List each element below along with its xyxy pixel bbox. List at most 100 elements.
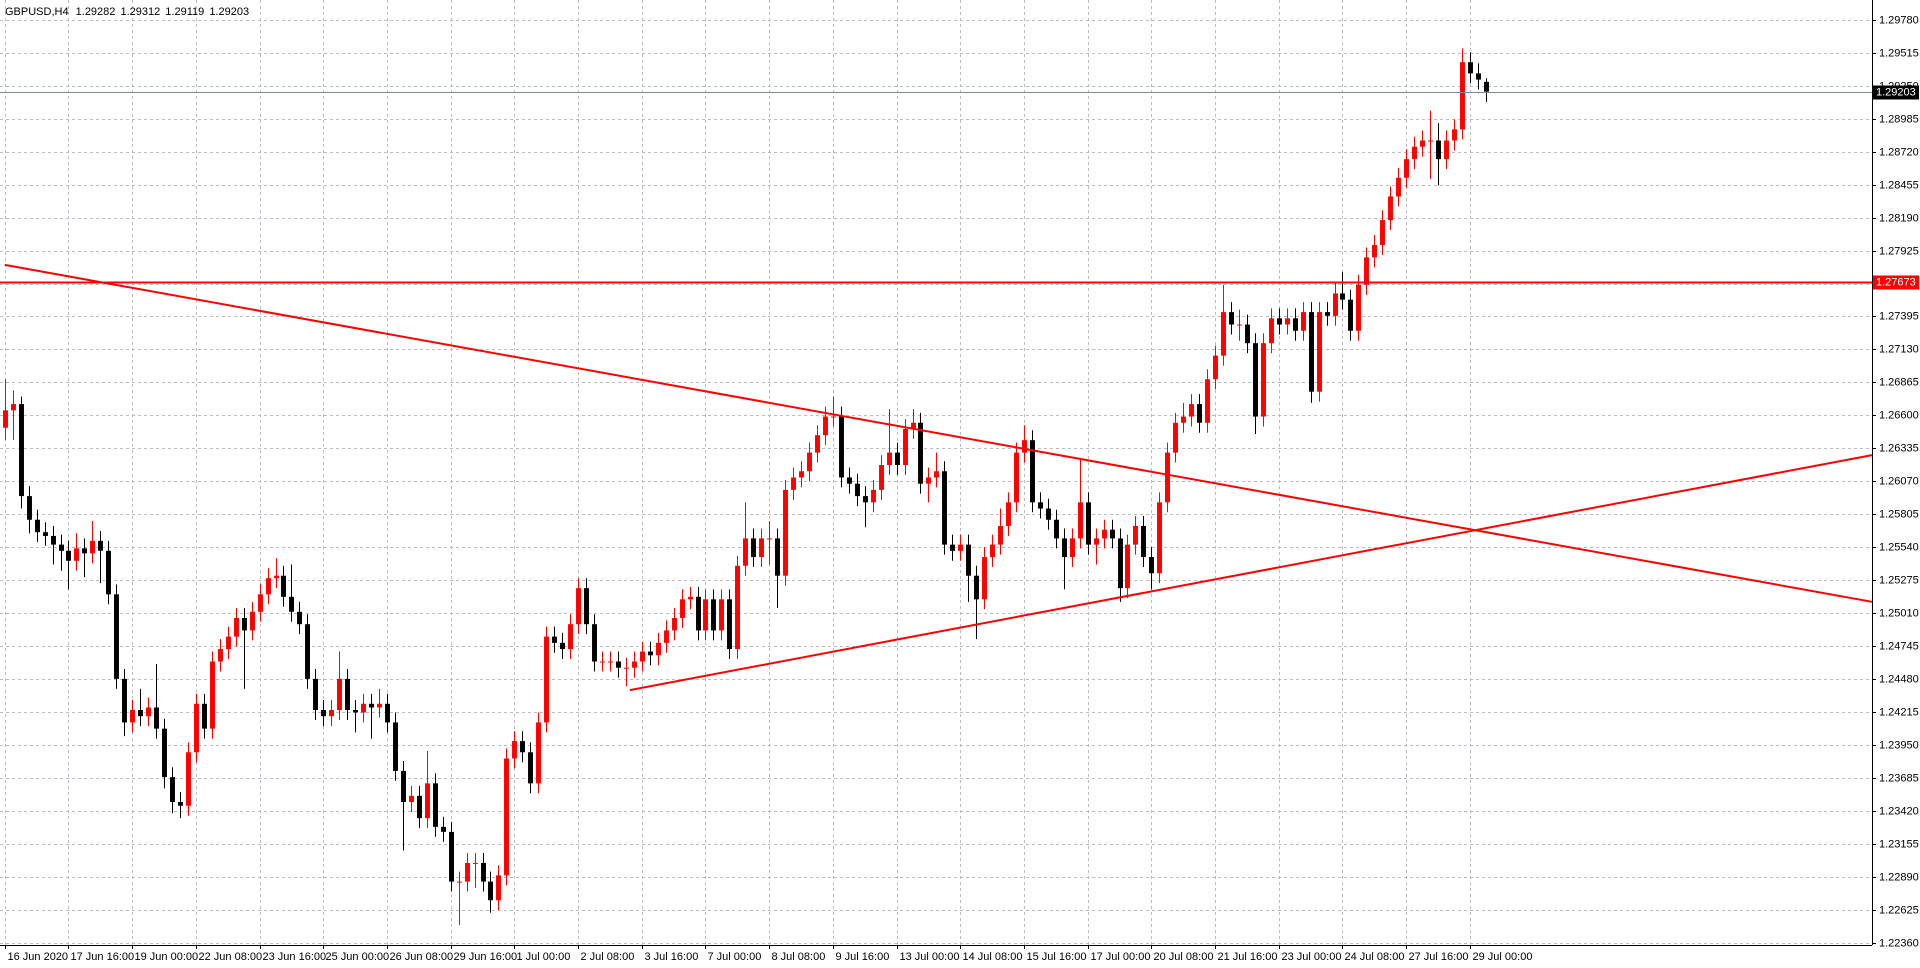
candle-body: [982, 557, 987, 600]
candle-body: [473, 862, 478, 864]
candle-body: [664, 630, 669, 643]
candle-body: [1277, 318, 1282, 325]
candle-body: [576, 588, 581, 625]
current-price-label: 1.29203: [1876, 86, 1916, 98]
x-tick-label: 15 Jul 16:00: [1027, 951, 1087, 963]
candle-body: [202, 703, 207, 729]
candle-body: [1173, 422, 1178, 453]
candle-body: [1125, 544, 1130, 589]
y-tick-label: 1.22360: [1879, 937, 1919, 949]
candle-body: [926, 477, 931, 484]
candle-body: [1229, 312, 1234, 325]
x-tick-label: 9 Jul 16:00: [836, 951, 890, 963]
candle-body: [815, 435, 820, 453]
candle-body: [966, 544, 971, 576]
candle-body: [918, 422, 923, 484]
close: 1.29203: [209, 6, 249, 18]
candle-body: [1348, 299, 1353, 331]
candle-body: [218, 649, 223, 662]
candle-body: [958, 544, 963, 551]
y-tick-label: 1.29515: [1879, 47, 1919, 59]
candle-body: [35, 519, 40, 533]
candle-body: [417, 795, 422, 819]
candle-body: [313, 678, 318, 710]
candle-body: [186, 752, 191, 806]
candle-body: [680, 599, 685, 618]
x-tick-label: 3 Jul 16:00: [645, 951, 699, 963]
candle-body: [751, 538, 756, 558]
candle-body: [743, 538, 748, 566]
candle-body: [783, 489, 788, 576]
candle-body: [337, 678, 342, 710]
x-tick-label: 2 Jul 08:00: [581, 951, 635, 963]
candle-body: [481, 862, 486, 882]
candle-body: [409, 795, 414, 803]
y-tick-label: 1.25010: [1879, 607, 1919, 619]
candle-body: [305, 624, 310, 679]
candle-body: [528, 752, 533, 784]
x-tick-label: 22 Jun 08:00: [199, 951, 263, 963]
candle-body: [449, 831, 454, 882]
y-tick-label: 1.22625: [1879, 904, 1919, 916]
candle-body: [1221, 312, 1226, 356]
candle-body: [799, 471, 804, 478]
candle-body: [321, 709, 326, 717]
candle-body: [1396, 177, 1401, 197]
candle-body: [950, 544, 955, 551]
candle-body: [536, 722, 541, 784]
candle-body: [361, 703, 366, 713]
x-tick-label: 23 Jul 00:00: [1282, 951, 1342, 963]
candle-body: [1444, 140, 1449, 160]
candle-body: [887, 452, 892, 466]
x-tick-label: 16 Jun 2020: [8, 951, 69, 963]
candle-body: [1141, 525, 1146, 558]
y-tick-label: 1.26070: [1879, 475, 1919, 487]
candle-body: [600, 661, 605, 663]
x-tick-label: 27 Jul 16:00: [1409, 951, 1469, 963]
candle-body: [1014, 452, 1019, 503]
candle-body: [194, 703, 199, 753]
candle-body: [719, 599, 724, 631]
candle-body: [847, 477, 852, 484]
price-label-box: [1873, 275, 1919, 290]
candle-body: [584, 588, 589, 625]
candle-body: [154, 707, 159, 729]
candle-body: [1157, 502, 1162, 574]
candle-body: [441, 826, 446, 832]
candle-body: [1046, 508, 1051, 520]
candle-body: [656, 642, 661, 656]
candle-body: [1189, 404, 1194, 417]
x-tick-label: 24 Jul 08:00: [1345, 951, 1405, 963]
candle-body: [178, 802, 183, 806]
candle-body: [210, 661, 215, 729]
x-tick-label: 13 Jul 00:00: [900, 951, 960, 963]
candle-body: [1094, 538, 1099, 545]
candle-body: [19, 404, 24, 497]
candle-body: [1333, 293, 1338, 316]
candle-body: [130, 709, 135, 723]
y-tick-label: 1.22890: [1879, 871, 1919, 883]
candle-body: [345, 678, 350, 710]
candle-body: [258, 594, 263, 612]
current-price-box: [1873, 85, 1919, 100]
candle-body: [616, 661, 621, 668]
candle-body: [488, 881, 493, 901]
candle-body: [1197, 404, 1202, 423]
y-tick-label: 1.23420: [1879, 805, 1919, 817]
candle-body: [1070, 538, 1075, 558]
candle-body: [711, 599, 716, 631]
candle-body: [1420, 140, 1425, 147]
trend-line: [629, 454, 1873, 692]
candle-body: [234, 617, 239, 637]
candle-body: [266, 578, 271, 595]
y-tick-label: 1.27925: [1879, 245, 1919, 257]
candle-body: [329, 709, 334, 717]
x-tick-label: 17 Jul 00:00: [1091, 951, 1151, 963]
candle-body: [767, 538, 772, 540]
candle-body: [51, 535, 56, 545]
candle-body: [1149, 557, 1154, 574]
candle-body: [1237, 324, 1242, 326]
candle-body: [1356, 284, 1361, 331]
candle-body: [1181, 416, 1186, 423]
